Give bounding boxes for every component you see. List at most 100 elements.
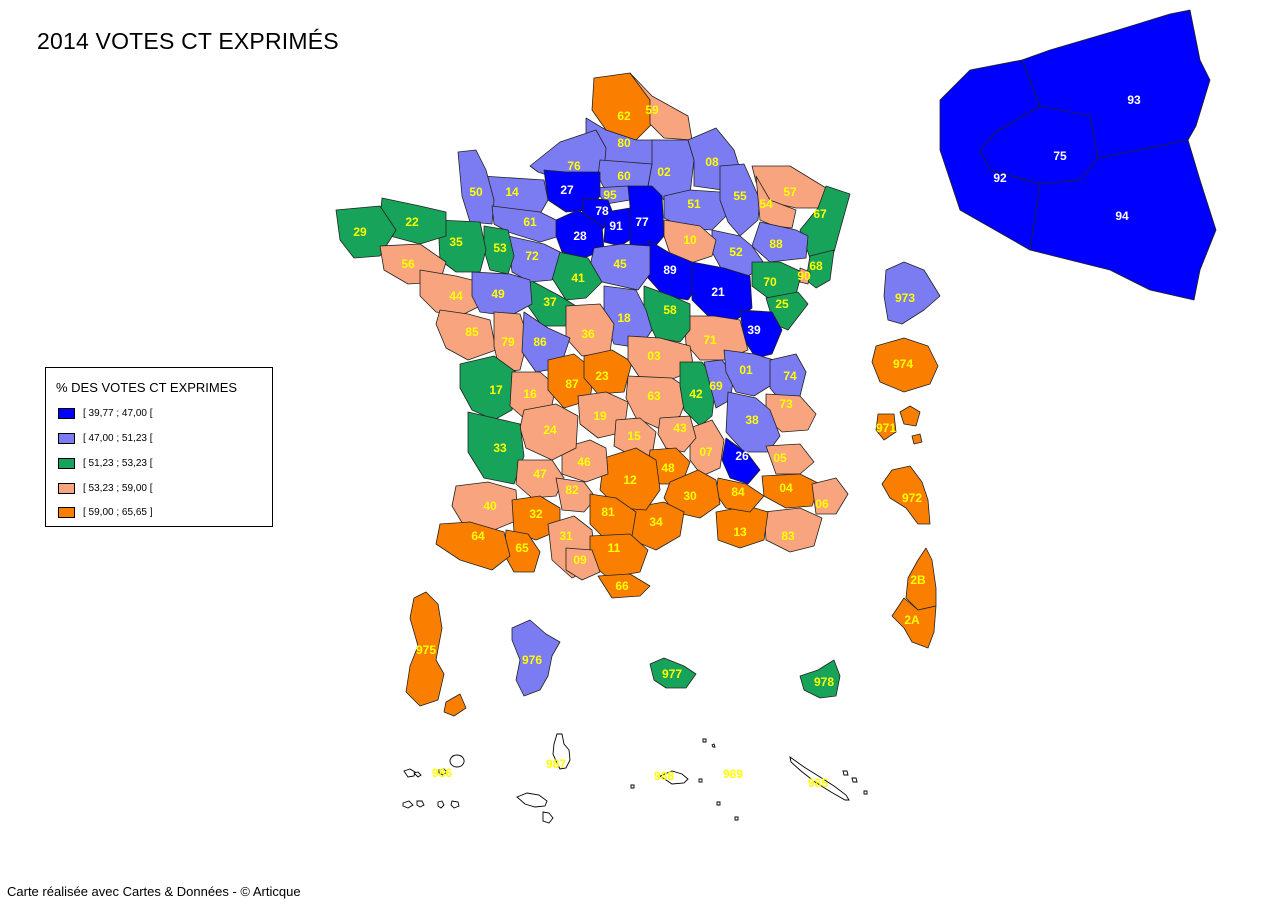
tuamotu-outline bbox=[630, 738, 739, 821]
map-legend: % DES VOTES CT EXPRIMES [ 39,77 ; 47,00 … bbox=[45, 367, 273, 527]
department-18-label: 18 bbox=[617, 311, 631, 325]
department-56-label: 56 bbox=[401, 257, 415, 271]
department-60-label: 60 bbox=[617, 169, 631, 183]
department-54-label: 54 bbox=[759, 197, 773, 211]
legend-swatch bbox=[58, 432, 75, 444]
department-70-label: 70 bbox=[763, 275, 777, 289]
department-66-label: 66 bbox=[615, 579, 629, 593]
department-74-label: 74 bbox=[783, 369, 797, 383]
department-95-label: 95 bbox=[603, 188, 617, 202]
department-2A-shape bbox=[891, 597, 937, 649]
department-975-shape bbox=[405, 591, 445, 707]
department-36-label: 36 bbox=[581, 327, 595, 341]
department-84-label: 84 bbox=[731, 485, 745, 499]
department-61-shape bbox=[491, 205, 561, 243]
department-83-label: 83 bbox=[781, 529, 795, 543]
department-42-shape bbox=[679, 361, 717, 427]
department-59-shape bbox=[629, 72, 693, 141]
department-11-label: 11 bbox=[608, 541, 621, 555]
department-42-label: 42 bbox=[689, 387, 703, 401]
legend-swatch bbox=[58, 457, 75, 469]
department-978-shape bbox=[799, 659, 841, 699]
department-90-shape bbox=[799, 267, 811, 285]
department-44-label: 44 bbox=[449, 289, 463, 303]
department-41-label: 41 bbox=[571, 271, 585, 285]
legend-row: [ 53,23 ; 59,00 [ bbox=[58, 481, 153, 495]
department-89-label: 89 bbox=[663, 263, 677, 277]
department-39-label: 39 bbox=[747, 323, 761, 337]
department-71-label: 71 bbox=[703, 333, 717, 347]
department-69-label: 69 bbox=[709, 379, 723, 393]
department-09-label: 09 bbox=[573, 553, 587, 567]
department-94-shape bbox=[1029, 139, 1217, 301]
department-987-label: 987 bbox=[546, 757, 566, 771]
new-caledonia-outline bbox=[789, 755, 868, 801]
department-78-label: 78 bbox=[595, 204, 609, 218]
department-26-shape bbox=[721, 437, 761, 485]
department-971-label: 971 bbox=[876, 421, 896, 435]
department-974-shape bbox=[871, 337, 939, 393]
legend-class-label: [ 47,00 ; 51,23 [ bbox=[83, 432, 153, 444]
department-92-shape bbox=[939, 59, 1041, 251]
department-51-shape bbox=[663, 189, 729, 231]
department-73-label: 73 bbox=[779, 397, 793, 411]
department-08-label: 08 bbox=[705, 155, 719, 169]
department-45-label: 45 bbox=[613, 257, 627, 271]
department-988-label: 988 bbox=[654, 769, 674, 783]
department-26-label: 26 bbox=[735, 449, 749, 463]
department-27-label: 27 bbox=[560, 183, 574, 197]
department-34-label: 34 bbox=[649, 515, 663, 529]
department-85-shape bbox=[435, 309, 497, 361]
department-17-shape bbox=[459, 355, 517, 421]
department-06-label: 06 bbox=[815, 497, 829, 511]
department-91-label: 91 bbox=[609, 219, 623, 233]
department-977-label: 977 bbox=[662, 667, 682, 681]
department-57-label: 57 bbox=[783, 185, 797, 199]
department-55-label: 55 bbox=[733, 189, 747, 203]
legend-title: % DES VOTES CT EXPRIMES bbox=[56, 380, 238, 395]
department-05-shape bbox=[765, 443, 815, 475]
department-50-label: 50 bbox=[469, 185, 483, 199]
department-79-shape bbox=[493, 311, 529, 373]
department-83-shape bbox=[763, 507, 823, 553]
legend-class-label: [ 51,23 ; 53,23 [ bbox=[83, 457, 153, 469]
department-02-label: 02 bbox=[657, 165, 671, 179]
department-28-label: 28 bbox=[573, 229, 587, 243]
department-87-label: 87 bbox=[565, 377, 579, 391]
department-46-label: 46 bbox=[577, 455, 591, 469]
department-23-shape bbox=[583, 349, 633, 395]
department-23-label: 23 bbox=[595, 369, 609, 383]
page-title: 2014 VOTES CT EXPRIMÉS bbox=[37, 28, 339, 54]
department-79-label: 79 bbox=[501, 335, 515, 349]
department-972-label: 972 bbox=[902, 491, 922, 505]
department-77-shape bbox=[627, 185, 665, 251]
legend-class-label: [ 53,23 ; 59,00 [ bbox=[83, 482, 153, 494]
department-62-label: 62 bbox=[617, 109, 631, 123]
polynesia-outline bbox=[516, 733, 571, 824]
department-72-shape bbox=[507, 235, 561, 283]
department-35-label: 35 bbox=[449, 235, 463, 249]
department-32-label: 32 bbox=[529, 507, 543, 521]
department-44-shape bbox=[419, 269, 481, 317]
department-94-label: 94 bbox=[1115, 209, 1129, 223]
department-65-label: 65 bbox=[515, 541, 529, 555]
department-90-label: 90 bbox=[797, 269, 811, 283]
department-989-label: 989 bbox=[723, 767, 743, 781]
department-17-label: 17 bbox=[489, 383, 503, 397]
department-30-label: 30 bbox=[683, 489, 697, 503]
department-33-label: 33 bbox=[493, 441, 507, 455]
department-975-islet-shape bbox=[443, 693, 467, 717]
department-976-shape bbox=[511, 619, 561, 697]
department-49-shape bbox=[471, 271, 533, 317]
department-47-shape bbox=[515, 459, 565, 499]
department-05-label: 05 bbox=[773, 451, 787, 465]
legend-row: [ 47,00 ; 51,23 [ bbox=[58, 431, 153, 445]
credit-footer: Carte réalisée avec Cartes & Données - ©… bbox=[7, 884, 301, 899]
department-64-label: 64 bbox=[471, 529, 485, 543]
department-61-label: 61 bbox=[523, 215, 537, 229]
department-52-label: 52 bbox=[729, 245, 743, 259]
department-51-label: 51 bbox=[687, 197, 701, 211]
department-29-shape bbox=[335, 205, 397, 259]
department-29-label: 29 bbox=[353, 225, 367, 239]
